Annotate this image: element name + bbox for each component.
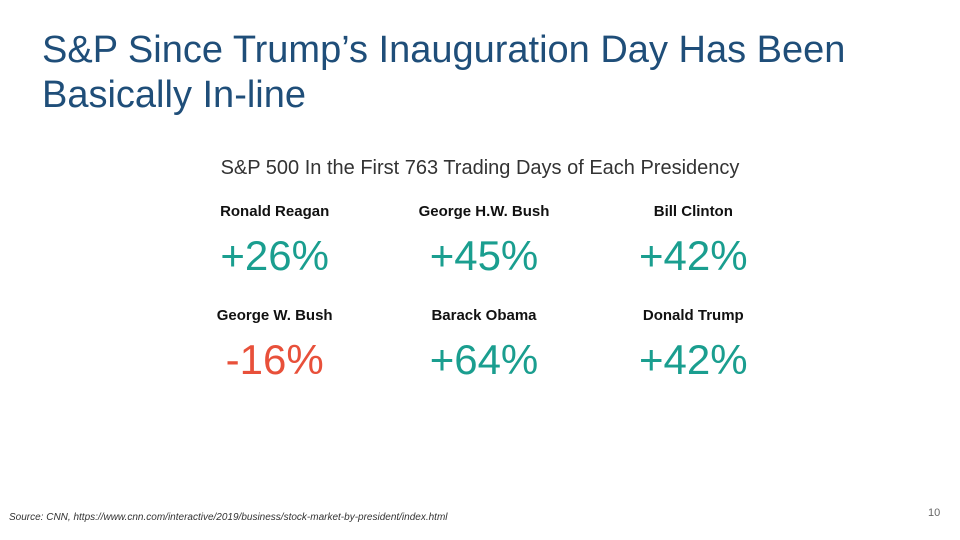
president-card-w-bush: George W. Bush -16% (170, 304, 379, 386)
return-percent: -16% (225, 336, 324, 383)
president-card-trump: Donald Trump +42% (589, 304, 798, 386)
slide-subtitle: S&P 500 In the First 763 Trading Days of… (220, 157, 740, 179)
page-number: 10 (928, 507, 941, 519)
president-name: Ronald Reagan (220, 203, 330, 220)
president-card-obama: Barack Obama +64% (379, 304, 588, 386)
return-percent: +42% (639, 336, 748, 383)
return-percent: +42% (639, 232, 748, 279)
return-percent: +26% (220, 232, 329, 279)
president-card-reagan: Ronald Reagan +26% (170, 200, 379, 282)
president-name: Bill Clinton (653, 203, 733, 220)
return-percent: +45% (429, 232, 539, 279)
president-name: George H.W. Bush (418, 203, 550, 220)
president-returns-grid: Ronald Reagan +26% George H.W. Bush +45%… (170, 200, 798, 386)
president-name: Barack Obama (431, 307, 537, 324)
president-name: Donald Trump (642, 307, 744, 324)
return-percent: +64% (429, 336, 539, 383)
source-citation: Source: CNN, https://www.cnn.com/interac… (9, 512, 448, 523)
president-card-clinton: Bill Clinton +42% (589, 200, 798, 282)
president-name: George W. Bush (216, 307, 333, 324)
slide-title: S&P Since Trump’s Inauguration Day Has B… (42, 29, 846, 116)
president-card-hw-bush: George H.W. Bush +45% (379, 200, 588, 282)
